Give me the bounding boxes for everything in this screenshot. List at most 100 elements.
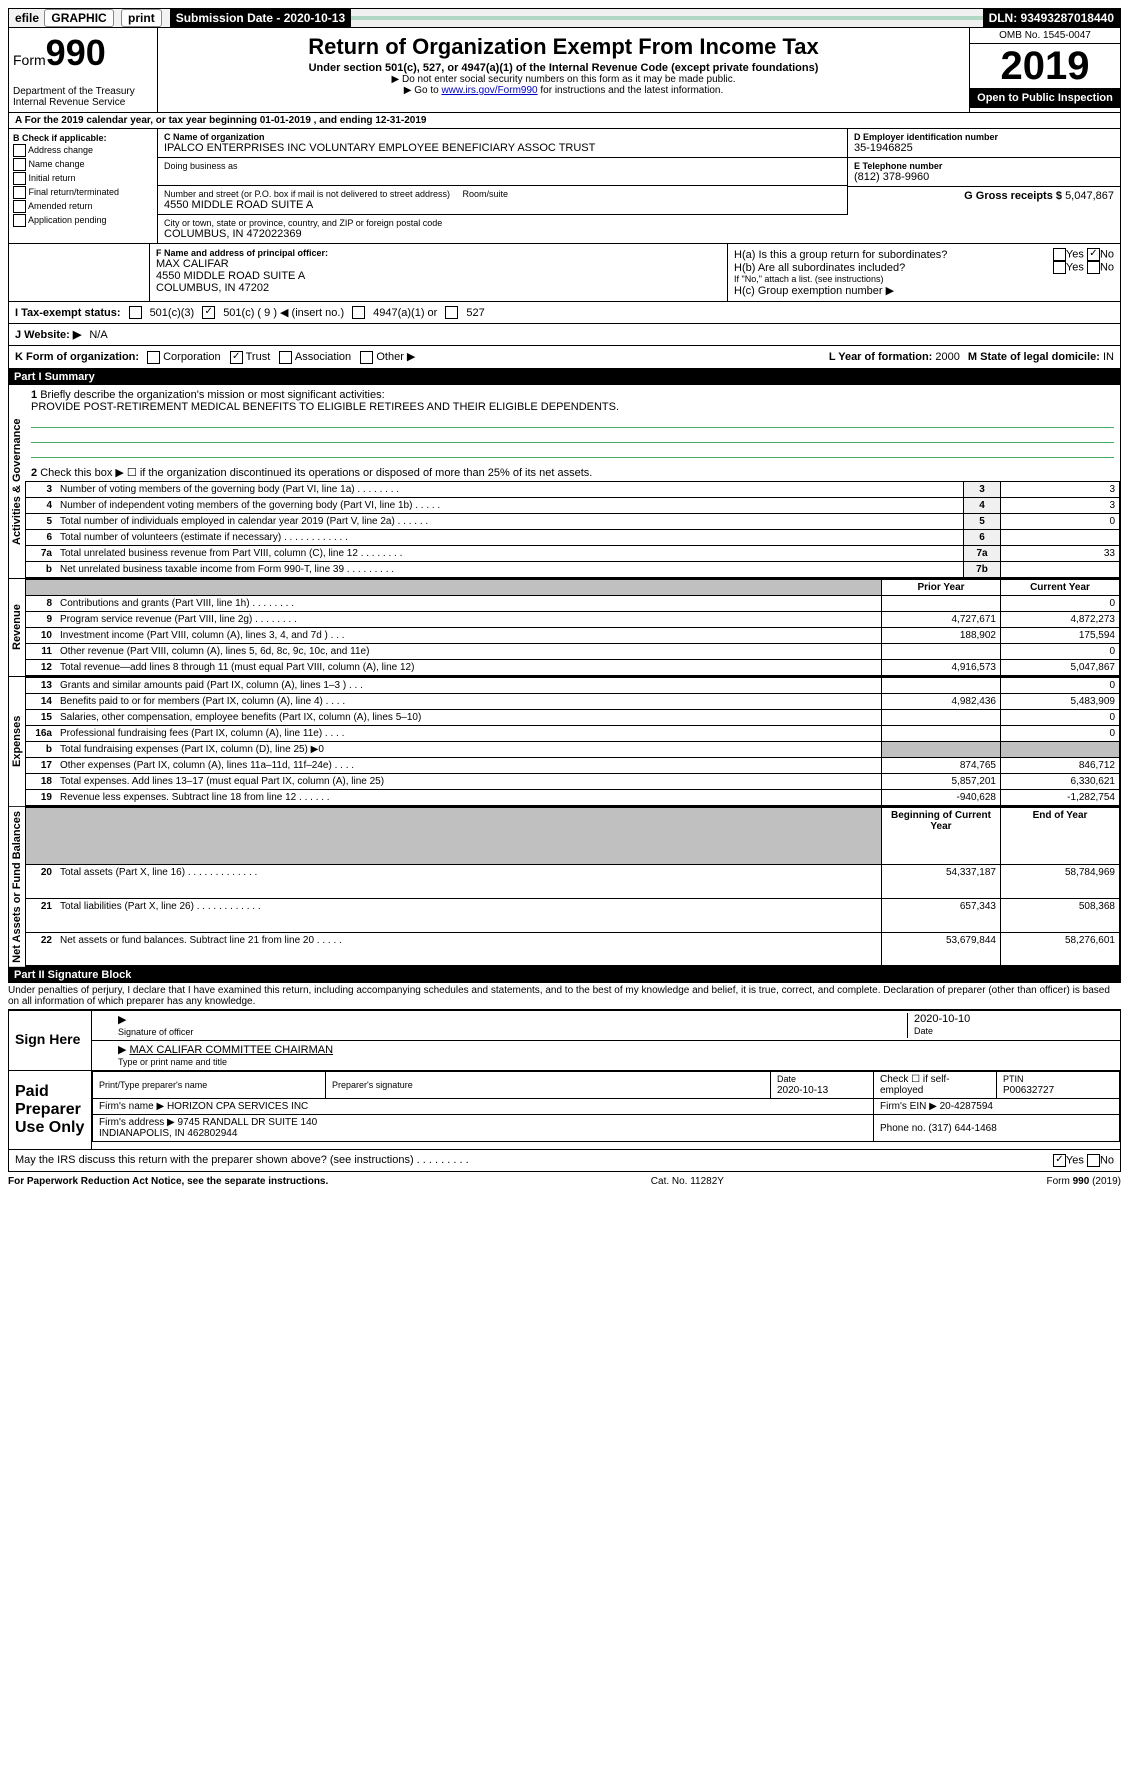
fill-line bbox=[31, 430, 1114, 443]
form-header: Form990 Department of the Treasury Inter… bbox=[8, 28, 1121, 113]
header-right: OMB No. 1545-0047 2019 Open to Public In… bbox=[969, 28, 1120, 112]
korg-chk[interactable] bbox=[279, 351, 292, 364]
korg-chk[interactable] bbox=[147, 351, 160, 364]
ha-no[interactable]: ✓ bbox=[1087, 248, 1100, 261]
chk-501c3[interactable] bbox=[129, 306, 142, 319]
part1-gov: Activities & Governance 1 Briefly descri… bbox=[8, 385, 1121, 579]
city-label: City or town, state or province, country… bbox=[164, 218, 1114, 228]
sign-fields: ▶Signature of officer 2020-10-10Date ▶ M… bbox=[92, 1011, 1120, 1070]
fill-line bbox=[31, 415, 1114, 428]
tax-year: 2019 bbox=[970, 44, 1120, 88]
part1-exp: Expenses 13Grants and similar amounts pa… bbox=[8, 677, 1121, 807]
note-ssn: ▶ Do not enter social security numbers o… bbox=[162, 74, 965, 85]
revenue-table: Prior YearCurrent Year8Contributions and… bbox=[25, 579, 1120, 676]
sign-here-label: Sign Here bbox=[9, 1011, 92, 1070]
fh-spacer bbox=[9, 244, 150, 301]
check-item: Address change bbox=[13, 144, 153, 157]
hb-no[interactable] bbox=[1087, 261, 1100, 274]
website-label: J Website: ▶ bbox=[15, 328, 81, 341]
name-title-label: Type or print name and title bbox=[118, 1057, 227, 1067]
irs-link[interactable]: www.irs.gov/Form990 bbox=[441, 85, 537, 96]
paid-preparer-section: Paid Preparer Use Only Print/Type prepar… bbox=[8, 1071, 1121, 1150]
hb-row: H(b) Are all subordinates included?Yes N… bbox=[734, 261, 1114, 274]
checkbox[interactable] bbox=[13, 214, 26, 227]
hb-yes[interactable] bbox=[1053, 261, 1066, 274]
efile-label: efile GRAPHIC print bbox=[9, 9, 170, 27]
officer-addr2: COLUMBUS, IN 47202 bbox=[156, 282, 721, 294]
q2-block: 2 Check this box ▶ ☐ if the organization… bbox=[25, 464, 1120, 481]
chk-527[interactable] bbox=[445, 306, 458, 319]
hc-row: H(c) Group exemption number ▶ bbox=[734, 284, 1114, 297]
header-left: Form990 Department of the Treasury Inter… bbox=[9, 28, 158, 112]
tax-status-row: I Tax-exempt status: 501(c)(3) ✓501(c) (… bbox=[8, 302, 1121, 324]
inspection-label: Open to Public Inspection bbox=[970, 88, 1120, 108]
addr-cell: Number and street (or P.O. box if mail i… bbox=[158, 186, 847, 215]
officer-addr1: 4550 MIDDLE ROAD SUITE A bbox=[156, 270, 721, 282]
graphic-button[interactable]: GRAPHIC bbox=[44, 9, 113, 27]
dba-label: Doing business as bbox=[164, 161, 841, 171]
ein-label: D Employer identification number bbox=[854, 132, 1114, 142]
ha-row: H(a) Is this a group return for subordin… bbox=[734, 248, 1114, 261]
firm-ein-cell: Firm's EIN ▶ 20-4287594 bbox=[874, 1099, 1120, 1115]
preparer-table: Print/Type preparer's name Preparer's si… bbox=[92, 1071, 1120, 1142]
check-item: Final return/terminated bbox=[13, 186, 153, 199]
checkbox[interactable] bbox=[13, 158, 26, 171]
perjury-text: Under penalties of perjury, I declare th… bbox=[8, 983, 1121, 1009]
korg-label: K Form of organization: bbox=[15, 351, 139, 363]
checkbox[interactable] bbox=[13, 144, 26, 157]
submission-date: Submission Date - 2020-10-13 bbox=[170, 9, 351, 27]
prep-sig-cell: Preparer's signature bbox=[326, 1072, 771, 1099]
hb-note: If "No," attach a list. (see instruction… bbox=[734, 274, 1114, 284]
form-foot: Form 990 (2019) bbox=[1047, 1176, 1121, 1187]
korg-chk[interactable]: ✓ bbox=[230, 351, 243, 364]
q1-answer: PROVIDE POST-RETIREMENT MEDICAL BENEFITS… bbox=[31, 401, 619, 413]
top-bar: efile GRAPHIC print Submission Date - 20… bbox=[8, 8, 1121, 28]
governance-table: 3Number of voting members of the governi… bbox=[25, 481, 1120, 578]
officer-label: F Name and address of principal officer: bbox=[156, 248, 721, 258]
checkbox[interactable] bbox=[13, 172, 26, 185]
officer-name-title: MAX CALIFAR COMMITTEE CHAIRMAN bbox=[130, 1044, 334, 1056]
name-label: C Name of organization bbox=[164, 132, 841, 142]
section-cde: C Name of organization IPALCO ENTERPRISE… bbox=[158, 129, 1120, 243]
footer-row: For Paperwork Reduction Act Notice, see … bbox=[8, 1172, 1121, 1191]
dba-cell: Doing business as bbox=[158, 158, 847, 186]
check-item: Name change bbox=[13, 158, 153, 171]
part2-header: Part II Signature Block bbox=[8, 967, 1121, 983]
side-revenue: Revenue bbox=[9, 579, 25, 676]
part1-rev: Revenue Prior YearCurrent Year8Contribut… bbox=[8, 579, 1121, 677]
ein-value: 35-1946825 bbox=[854, 142, 1114, 154]
section-h: H(a) Is this a group return for subordin… bbox=[728, 244, 1120, 301]
side-expenses: Expenses bbox=[9, 677, 25, 806]
addr-value: 4550 MIDDLE ROAD SUITE A bbox=[164, 199, 841, 211]
ein-cell: D Employer identification number 35-1946… bbox=[847, 129, 1120, 158]
domicile-label: M State of legal domicile: bbox=[968, 351, 1100, 363]
gross-value: 5,047,867 bbox=[1065, 190, 1114, 202]
chk-4947[interactable] bbox=[352, 306, 365, 319]
check-item: Amended return bbox=[13, 200, 153, 213]
checkbox[interactable] bbox=[13, 186, 26, 199]
side-net: Net Assets or Fund Balances bbox=[9, 807, 25, 967]
checkbox[interactable] bbox=[13, 200, 26, 213]
sign-here-section: Sign Here ▶Signature of officer 2020-10-… bbox=[8, 1009, 1121, 1071]
ha-yes[interactable] bbox=[1053, 248, 1066, 261]
discuss-label: May the IRS discuss this return with the… bbox=[15, 1154, 469, 1167]
department-label: Department of the Treasury Internal Reve… bbox=[13, 86, 153, 108]
part1-net: Net Assets or Fund Balances Beginning of… bbox=[8, 807, 1121, 968]
paperwork-label: For Paperwork Reduction Act Notice, see … bbox=[8, 1176, 328, 1187]
tax-status-label: I Tax-exempt status: bbox=[15, 307, 121, 319]
firm-phone-cell: Phone no. (317) 644-1468 bbox=[874, 1115, 1120, 1142]
prep-name-cell: Print/Type preparer's name bbox=[93, 1072, 326, 1099]
print-button[interactable]: print bbox=[121, 9, 162, 27]
org-name-cell: C Name of organization IPALCO ENTERPRISE… bbox=[158, 129, 847, 158]
sig-date-label: Date bbox=[914, 1026, 933, 1036]
side-governance: Activities & Governance bbox=[9, 385, 25, 578]
form-title: Return of Organization Exempt From Incom… bbox=[162, 34, 965, 60]
discuss-yes[interactable]: ✓ bbox=[1053, 1154, 1066, 1167]
korg-chk[interactable] bbox=[360, 351, 373, 364]
year-formation-value: 2000 bbox=[935, 351, 959, 363]
year-formation-label: L Year of formation: bbox=[829, 351, 933, 363]
net-assets-table: Beginning of Current YearEnd of Year20To… bbox=[25, 807, 1120, 967]
discuss-no[interactable] bbox=[1087, 1154, 1100, 1167]
chk-501c[interactable]: ✓ bbox=[202, 306, 215, 319]
org-name: IPALCO ENTERPRISES INC VOLUNTARY EMPLOYE… bbox=[164, 142, 841, 154]
